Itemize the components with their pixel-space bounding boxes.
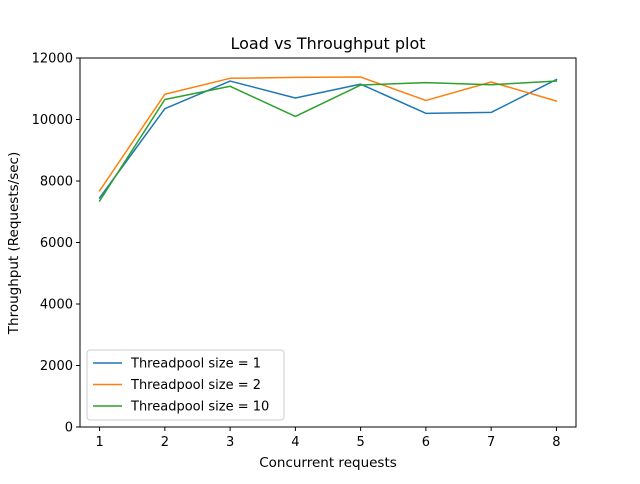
y-tick-label: 6000: [40, 236, 73, 251]
y-tick-label: 8000: [40, 175, 73, 190]
series-lines: [98, 76, 558, 203]
series-line: [98, 80, 558, 203]
x-tick-label: 3: [226, 435, 234, 450]
x-tick-label: 8: [552, 435, 560, 450]
legend-label: Threadpool size = 1: [130, 357, 261, 372]
x-tick-label: 5: [356, 435, 364, 450]
series-line: [98, 78, 558, 199]
chart-title: Load vs Throughput plot: [230, 34, 425, 53]
x-axis-label: Concurrent requests: [259, 455, 397, 471]
y-tick-label: 10000: [32, 113, 73, 128]
axis-ticks: 1 2 3 4 5 6 7 8 0 2000 4000 6000 8000 10000 12000: [32, 52, 561, 451]
y-tick-label: 12000: [32, 52, 73, 67]
y-tick-label: 0: [65, 421, 73, 436]
y-axis-label: Throughput (Requests/sec): [6, 152, 22, 335]
x-tick-label: 1: [95, 435, 103, 450]
x-tick-label: 4: [291, 435, 299, 450]
x-tick-label: 6: [422, 435, 430, 450]
legend: Threadpool size = 1 Threadpool size = 2 Th…: [86, 349, 285, 421]
x-tick-label: 7: [487, 435, 495, 450]
plot-frame: [79, 57, 577, 428]
y-tick-label: 2000: [40, 359, 73, 374]
y-tick-label: 4000: [40, 298, 73, 313]
legend-label: Threadpool size = 2: [130, 378, 261, 393]
legend-label: Threadpool size = 10: [130, 400, 269, 415]
x-tick-label: 2: [161, 435, 169, 450]
legend-box: [86, 349, 285, 421]
